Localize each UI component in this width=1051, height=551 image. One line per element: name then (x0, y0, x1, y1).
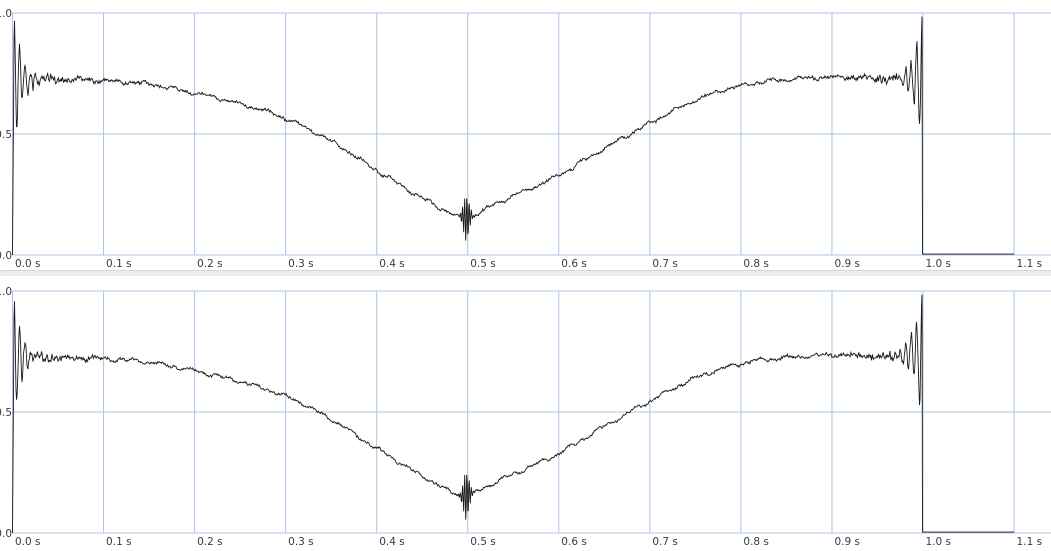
x-tick-label: 0.3 s (288, 536, 314, 548)
x-tick-label: 0.4 s (379, 536, 405, 548)
channel-splitter[interactable] (0, 270, 1051, 276)
y-tick-label: 0.0 (0, 528, 12, 540)
x-tick-label: 0.5 s (470, 536, 496, 548)
channel-1-waveform[interactable]: 1.0 0.5 0.00.0 s 0.1 s 0.2 s 0.3 s 0.4 s 0.5 s 0… (0, 0, 1051, 270)
x-tick-label: 0.1 s (106, 258, 132, 270)
x-tick-label: 1.1 s (1017, 258, 1043, 270)
x-tick-label: 1.0 s (926, 536, 952, 548)
x-tick-label: 0.7 s (652, 258, 678, 270)
x-tick-label: 0.9 s (834, 258, 860, 270)
y-tick-label: 1.0 (0, 8, 12, 20)
x-tick-label: 0.0 s (15, 258, 41, 270)
waveform-trace (12, 294, 1015, 534)
channel-1-plot: 1.0 0.5 0.00.0 s 0.1 s 0.2 s 0.3 s 0.4 s 0.5 s 0… (0, 0, 1051, 270)
x-tick-label: 0.3 s (288, 258, 314, 270)
y-tick-label: 1.0 (0, 286, 12, 298)
x-tick-label: 0.8 s (743, 536, 769, 548)
y-tick-label: 0.5 (0, 407, 12, 419)
y-tick-label: 0.0 (0, 250, 12, 262)
x-tick-label: 0.9 s (834, 536, 860, 548)
x-tick-label: 0.8 s (743, 258, 769, 270)
channel-2-waveform[interactable]: 1.0 0.5 0.00.0 s 0.1 s 0.2 s 0.3 s 0.4 s 0.5 s 0… (0, 276, 1051, 550)
x-tick-label: 0.6 s (561, 536, 587, 548)
x-tick-label: 0.7 s (652, 536, 678, 548)
x-tick-label: 0.2 s (197, 258, 223, 270)
channel-2-plot: 1.0 0.5 0.00.0 s 0.1 s 0.2 s 0.3 s 0.4 s 0.5 s 0… (0, 276, 1051, 550)
x-tick-label: 0.2 s (197, 536, 223, 548)
x-tick-label: 0.6 s (561, 258, 587, 270)
x-tick-label: 0.1 s (106, 536, 132, 548)
x-tick-label: 1.1 s (1017, 536, 1043, 548)
y-tick-label: 0.5 (0, 129, 12, 141)
x-tick-label: 0.0 s (15, 536, 41, 548)
x-tick-label: 0.4 s (379, 258, 405, 270)
x-tick-label: 1.0 s (926, 258, 952, 270)
x-tick-label: 0.5 s (470, 258, 496, 270)
waveform-trace (12, 16, 1015, 256)
